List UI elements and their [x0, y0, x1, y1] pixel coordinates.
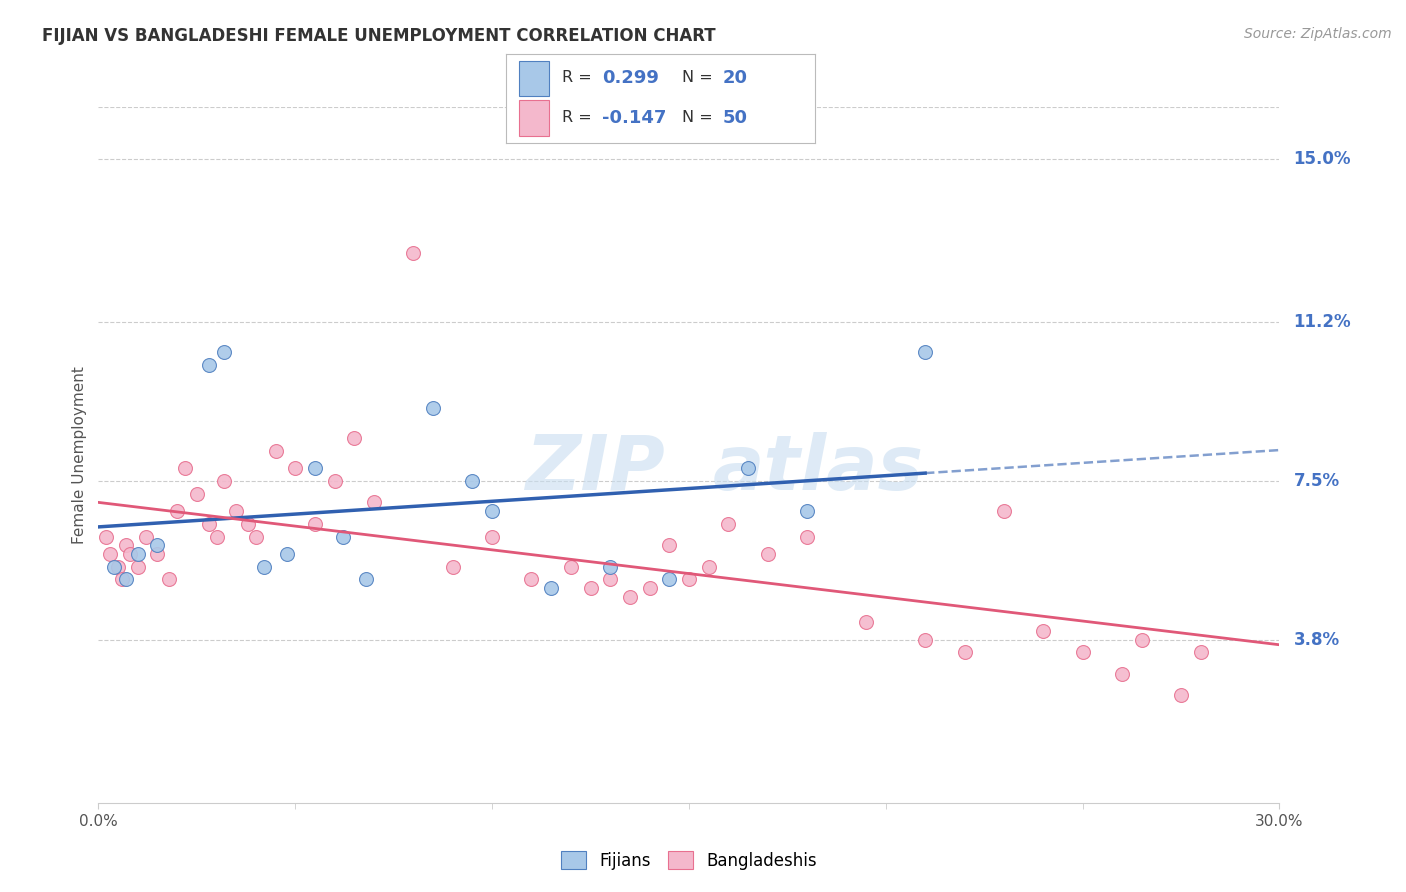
Point: [1032, 624, 1054, 638]
Point: [284, 460, 307, 475]
Point: [855, 615, 877, 630]
Text: N =: N =: [682, 70, 718, 85]
Point: [953, 645, 976, 659]
Text: 15.0%: 15.0%: [1294, 150, 1351, 168]
Point: [560, 559, 582, 574]
Text: -0.147: -0.147: [602, 109, 666, 127]
Text: 0.299: 0.299: [602, 69, 659, 87]
Point: [441, 559, 464, 574]
Point: [914, 632, 936, 647]
Point: [658, 538, 681, 552]
Point: [276, 547, 298, 561]
Point: [717, 516, 740, 531]
Point: [678, 573, 700, 587]
Text: atlas: atlas: [713, 432, 924, 506]
Point: [214, 344, 236, 359]
Point: [253, 559, 276, 574]
Point: [214, 474, 236, 488]
Point: [111, 573, 134, 587]
Point: [697, 559, 720, 574]
Point: [127, 559, 149, 574]
Point: [264, 443, 287, 458]
FancyBboxPatch shape: [519, 100, 550, 136]
Point: [146, 547, 169, 561]
Point: [343, 431, 366, 445]
Point: [225, 504, 247, 518]
Point: [197, 516, 219, 531]
Point: [304, 516, 326, 531]
Point: [236, 516, 259, 531]
Point: [1111, 667, 1133, 681]
Point: [127, 547, 149, 561]
Point: [737, 460, 759, 475]
Point: [914, 344, 936, 359]
Text: ZIP: ZIP: [526, 432, 665, 506]
Text: FIJIAN VS BANGLADESHI FEMALE UNEMPLOYMENT CORRELATION CHART: FIJIAN VS BANGLADESHI FEMALE UNEMPLOYMEN…: [42, 27, 716, 45]
Point: [756, 547, 779, 561]
Point: [402, 246, 425, 260]
Text: N =: N =: [682, 111, 718, 125]
Point: [166, 504, 188, 518]
Point: [363, 495, 385, 509]
Point: [157, 573, 180, 587]
Point: [107, 559, 129, 574]
Point: [1170, 689, 1192, 703]
Point: [461, 474, 484, 488]
Point: [354, 573, 377, 587]
Point: [1130, 632, 1153, 647]
Point: [540, 581, 562, 595]
Point: [103, 559, 125, 574]
Text: R =: R =: [562, 70, 596, 85]
Text: 50: 50: [723, 109, 748, 127]
Point: [579, 581, 602, 595]
Point: [1189, 645, 1212, 659]
Legend: Fijians, Bangladeshis: Fijians, Bangladeshis: [553, 843, 825, 878]
Point: [619, 590, 641, 604]
Point: [599, 559, 621, 574]
Point: [197, 358, 219, 372]
Point: [115, 573, 138, 587]
Point: [638, 581, 661, 595]
Text: 3.8%: 3.8%: [1294, 631, 1340, 648]
Point: [422, 401, 444, 415]
Point: [174, 460, 197, 475]
Point: [118, 547, 141, 561]
Point: [1071, 645, 1094, 659]
Point: [135, 529, 157, 543]
Point: [658, 573, 681, 587]
Point: [993, 504, 1015, 518]
Point: [98, 547, 121, 561]
Point: [481, 529, 503, 543]
Point: [332, 529, 354, 543]
Point: [520, 573, 543, 587]
Point: [146, 538, 169, 552]
Text: 11.2%: 11.2%: [1294, 313, 1351, 331]
Point: [245, 529, 267, 543]
Point: [205, 529, 228, 543]
Point: [115, 538, 138, 552]
Point: [323, 474, 346, 488]
Y-axis label: Female Unemployment: Female Unemployment: [72, 366, 87, 544]
Point: [96, 529, 118, 543]
Text: Source: ZipAtlas.com: Source: ZipAtlas.com: [1244, 27, 1392, 41]
Point: [796, 504, 818, 518]
Point: [186, 486, 208, 500]
Text: 20: 20: [723, 69, 748, 87]
Point: [481, 504, 503, 518]
Point: [599, 573, 621, 587]
Text: 7.5%: 7.5%: [1294, 472, 1340, 490]
Point: [796, 529, 818, 543]
FancyBboxPatch shape: [519, 61, 550, 96]
Text: R =: R =: [562, 111, 596, 125]
Point: [304, 460, 326, 475]
